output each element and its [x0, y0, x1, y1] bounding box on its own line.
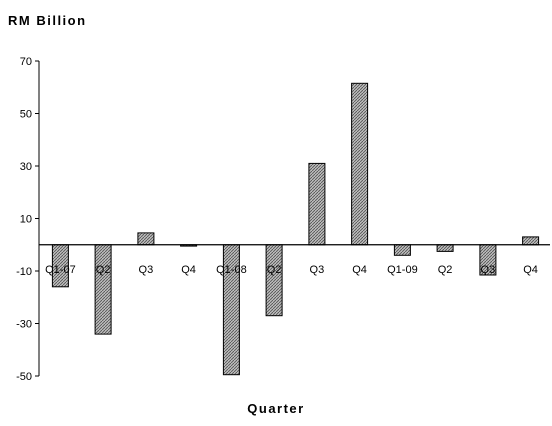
- y-axis-title: RM Billion: [8, 13, 87, 28]
- bar: [308, 162, 326, 246]
- x-tick-label: Q1-09: [387, 264, 418, 276]
- y-tick-label: -30: [16, 319, 32, 331]
- y-tick-label: 10: [20, 214, 32, 226]
- x-tick-label: Q1-07: [45, 264, 76, 276]
- x-tick-label: Q4: [523, 264, 538, 276]
- bar: [265, 244, 283, 317]
- x-tick-label: Q4: [352, 264, 367, 276]
- bar: [436, 244, 454, 252]
- x-tick-label: Q3: [139, 264, 154, 276]
- bar: [393, 244, 411, 256]
- y-tick-label: 50: [20, 109, 32, 121]
- y-tick-label: -50: [16, 371, 32, 383]
- y-tick-label: 70: [20, 56, 32, 68]
- bar: [522, 236, 540, 246]
- x-tick-label: Q3: [481, 264, 496, 276]
- x-tick-label: Q2: [267, 264, 282, 276]
- x-tick-label: Q4: [181, 264, 196, 276]
- bar: [94, 244, 112, 335]
- x-tick-label: Q2: [96, 264, 111, 276]
- y-tick-label: -10: [16, 266, 32, 278]
- y-tick-label: 30: [20, 161, 32, 173]
- bar: [137, 232, 155, 246]
- x-tick-label: Q2: [438, 264, 453, 276]
- bar: [351, 82, 369, 246]
- x-tick-label: Q3: [310, 264, 325, 276]
- x-axis-title: Quarter: [247, 401, 305, 416]
- x-tick-label: Q1-08: [216, 264, 247, 276]
